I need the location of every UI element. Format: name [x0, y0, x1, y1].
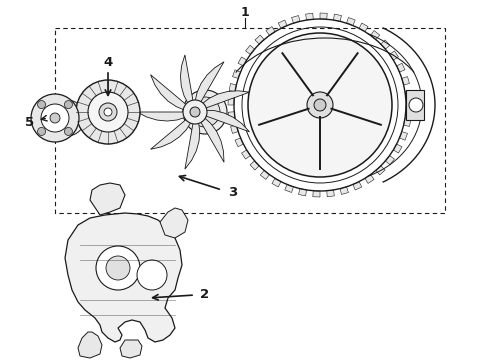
- Polygon shape: [381, 40, 390, 49]
- Circle shape: [104, 108, 112, 116]
- Circle shape: [31, 94, 79, 142]
- Polygon shape: [285, 184, 294, 193]
- Polygon shape: [327, 190, 334, 197]
- Polygon shape: [150, 118, 192, 149]
- Text: 3: 3: [228, 185, 237, 198]
- Polygon shape: [150, 75, 187, 110]
- Polygon shape: [242, 150, 250, 159]
- Circle shape: [183, 100, 207, 124]
- Polygon shape: [180, 55, 193, 104]
- Circle shape: [248, 33, 392, 177]
- Polygon shape: [292, 15, 300, 23]
- Polygon shape: [260, 170, 270, 179]
- Circle shape: [307, 92, 333, 118]
- Polygon shape: [255, 35, 264, 44]
- Circle shape: [41, 104, 69, 132]
- Polygon shape: [78, 332, 102, 358]
- Circle shape: [57, 108, 77, 128]
- Polygon shape: [396, 63, 405, 72]
- Text: 2: 2: [200, 288, 209, 302]
- Polygon shape: [313, 191, 320, 197]
- Text: 5: 5: [25, 116, 35, 129]
- Polygon shape: [160, 208, 188, 238]
- Polygon shape: [232, 70, 241, 78]
- Polygon shape: [386, 156, 394, 165]
- Polygon shape: [334, 14, 342, 21]
- Circle shape: [314, 99, 326, 111]
- Polygon shape: [278, 20, 287, 28]
- Polygon shape: [390, 51, 398, 60]
- Circle shape: [38, 127, 46, 135]
- Polygon shape: [406, 105, 412, 112]
- Circle shape: [99, 103, 117, 121]
- Polygon shape: [365, 175, 374, 184]
- Polygon shape: [359, 23, 368, 32]
- Bar: [55, 28, 445, 213]
- Circle shape: [190, 97, 220, 127]
- Circle shape: [49, 100, 85, 136]
- Circle shape: [76, 80, 140, 144]
- Polygon shape: [370, 31, 380, 40]
- Bar: [406, 90, 424, 120]
- Circle shape: [190, 107, 200, 117]
- Polygon shape: [346, 18, 355, 26]
- Polygon shape: [238, 57, 246, 66]
- Circle shape: [106, 256, 130, 280]
- Circle shape: [183, 90, 227, 134]
- Circle shape: [137, 260, 167, 290]
- Polygon shape: [353, 182, 362, 190]
- Polygon shape: [266, 27, 275, 35]
- Polygon shape: [228, 98, 234, 105]
- Circle shape: [88, 92, 128, 132]
- Polygon shape: [235, 138, 244, 147]
- Polygon shape: [376, 166, 385, 175]
- Circle shape: [50, 113, 60, 123]
- Circle shape: [65, 127, 73, 135]
- Polygon shape: [272, 178, 281, 187]
- Polygon shape: [320, 13, 327, 19]
- Polygon shape: [204, 110, 249, 132]
- Polygon shape: [137, 112, 186, 121]
- Polygon shape: [200, 117, 224, 162]
- Polygon shape: [90, 183, 125, 215]
- Polygon shape: [230, 125, 238, 134]
- Polygon shape: [340, 187, 348, 194]
- Circle shape: [96, 246, 140, 290]
- Circle shape: [38, 100, 46, 109]
- Polygon shape: [120, 340, 142, 358]
- Polygon shape: [245, 45, 255, 54]
- Polygon shape: [228, 112, 235, 120]
- Polygon shape: [201, 91, 249, 109]
- Polygon shape: [405, 91, 412, 98]
- Circle shape: [409, 98, 423, 112]
- Polygon shape: [298, 189, 307, 196]
- Text: 1: 1: [241, 5, 249, 18]
- Polygon shape: [250, 161, 259, 170]
- Text: 4: 4: [103, 55, 113, 68]
- Polygon shape: [306, 13, 313, 20]
- Polygon shape: [185, 121, 200, 169]
- Polygon shape: [393, 144, 402, 153]
- Polygon shape: [399, 131, 408, 140]
- Polygon shape: [195, 62, 224, 103]
- Polygon shape: [65, 213, 182, 342]
- Polygon shape: [402, 77, 410, 85]
- Polygon shape: [229, 84, 236, 91]
- Circle shape: [65, 100, 73, 109]
- Polygon shape: [404, 118, 411, 126]
